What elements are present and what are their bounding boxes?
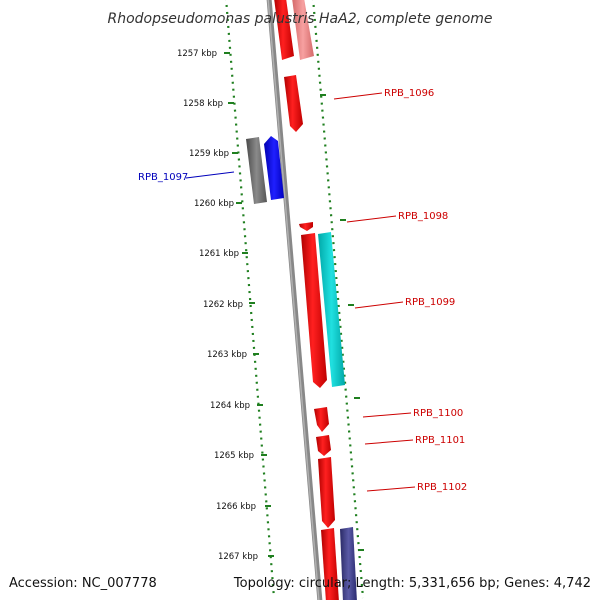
gene-feature-rpb-1099[interactable] <box>301 233 327 388</box>
leader-line <box>362 412 412 418</box>
gene-label-rpb-1098[interactable]: RPB_1098 <box>398 211 448 222</box>
gene-feature-navy[interactable] <box>340 527 357 600</box>
kbp-label: 1257 kbp <box>177 49 217 59</box>
kbp-label: 1266 kbp <box>216 502 256 512</box>
gene-labels: RPB_1096 RPB_1097 RPB_1098 RPB_1099 RPB_… <box>138 88 467 493</box>
kbp-ticks: 1257 kbp 1258 kbp 1259 kbp 1260 kbp 1261… <box>177 49 364 562</box>
map-title: Rhodopseudomonas palustris HaA2, complet… <box>107 11 492 27</box>
leader-line <box>333 92 383 100</box>
gene-feature-grey[interactable] <box>246 137 267 204</box>
leader-line <box>354 301 404 309</box>
genome-backbone <box>266 0 323 600</box>
kbp-label: 1261 kbp <box>199 249 239 259</box>
gene-feature-rpb-1100[interactable] <box>314 407 329 432</box>
accession-text: Accession: NC_007778 <box>9 576 157 591</box>
gene-label-rpb-1099[interactable]: RPB_1099 <box>405 297 455 308</box>
kbp-label: 1262 kbp <box>203 300 243 310</box>
label-leaders <box>185 92 416 492</box>
gene-label-rpb-1097[interactable]: RPB_1097 <box>138 172 188 183</box>
kbp-label: 1267 kbp <box>218 552 258 562</box>
kbp-label: 1264 kbp <box>210 401 250 411</box>
kbp-label: 1260 kbp <box>194 199 234 209</box>
gene-label-rpb-1100[interactable]: RPB_1100 <box>413 408 463 419</box>
outer-ring <box>312 0 365 599</box>
leader-line <box>185 171 235 179</box>
gene-feature[interactable] <box>321 528 339 600</box>
gene-label-rpb-1102[interactable]: RPB_1102 <box>417 482 467 493</box>
leader-line <box>364 439 414 445</box>
kbp-label: 1259 kbp <box>189 149 229 159</box>
gene-feature[interactable] <box>274 0 294 60</box>
genome-backbone-highlight <box>267 0 320 600</box>
topology-text: Topology: circular; Length: 5,331,656 bp… <box>233 576 591 591</box>
gene-feature-rpb-1097[interactable] <box>264 136 284 200</box>
gene-feature-rpb-1102[interactable] <box>318 457 335 528</box>
gene-feature-rna[interactable] <box>318 232 345 387</box>
kbp-label: 1263 kbp <box>207 350 247 360</box>
kbp-label: 1258 kbp <box>183 99 223 109</box>
gene-features <box>246 0 357 600</box>
kbp-label: 1265 kbp <box>214 451 254 461</box>
gene-label-rpb-1101[interactable]: RPB_1101 <box>415 435 465 446</box>
leader-line <box>366 486 416 492</box>
gene-feature-rpb-1098[interactable] <box>299 222 313 231</box>
gene-feature[interactable] <box>292 0 314 60</box>
leader-line <box>346 215 397 223</box>
gene-label-rpb-1096[interactable]: RPB_1096 <box>384 88 434 99</box>
gene-feature-rpb-1096[interactable] <box>284 75 303 132</box>
gene-feature-rpb-1101[interactable] <box>316 435 331 456</box>
